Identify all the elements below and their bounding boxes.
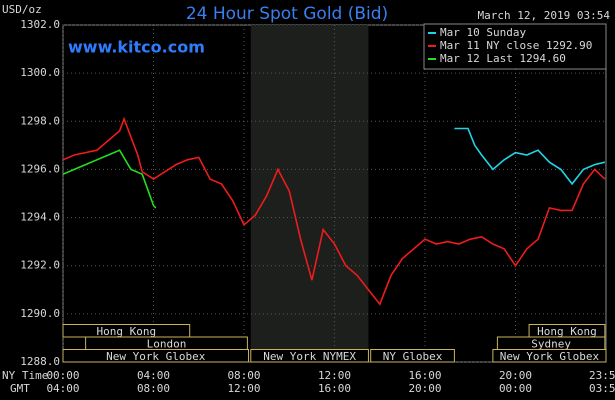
- legend-box: [423, 23, 607, 70]
- x-tick-label: 23:59: [589, 369, 615, 382]
- session-label: Sydney: [531, 337, 571, 350]
- y-tick-label: 1294.0: [20, 211, 60, 224]
- series-line: [62, 149, 157, 209]
- x2-tick-label: 20:00: [408, 382, 441, 395]
- session-box: [370, 349, 455, 363]
- session-label: New York Globex: [500, 350, 600, 363]
- date-label: March 12, 2019 03:54: [478, 9, 611, 22]
- legend-label: Mar 11 NY close 1292.90: [440, 39, 592, 52]
- x-row-label: NY Time: [2, 369, 48, 382]
- legend-label: Mar 10 Sunday: [440, 26, 526, 39]
- session-box: [492, 349, 607, 363]
- y-tick-label: 1288.0: [20, 355, 60, 368]
- y-tick-label: 1300.0: [20, 66, 60, 79]
- y-tick-label: 1298.0: [20, 114, 60, 127]
- x-tick-label: 16:00: [408, 369, 441, 382]
- x-tick-label: 12:00: [318, 369, 351, 382]
- legend-label: Mar 12 Last 1294.60: [440, 52, 566, 65]
- session-label: New York NYMEX: [263, 350, 356, 363]
- unit-label: USD/oz: [2, 3, 42, 16]
- series-line: [62, 116, 606, 306]
- x2-tick-label: 03:59: [589, 382, 615, 395]
- session-box: [250, 349, 369, 363]
- x2-tick-label: 16:00: [318, 382, 351, 395]
- y-tick-label: 1292.0: [20, 259, 60, 272]
- x-tick-label: 20:00: [499, 369, 532, 382]
- y-tick-label: 1296.0: [20, 162, 60, 175]
- session-label: NY Globex: [383, 350, 443, 363]
- series-line: [454, 127, 606, 186]
- x-tick-label: 04:00: [137, 369, 170, 382]
- chart-title: 24 Hour Spot Gold (Bid): [186, 4, 388, 24]
- session-label: Hong Kong: [97, 325, 157, 338]
- y-tick-label: 1290.0: [20, 307, 60, 320]
- session-label: London: [147, 337, 187, 350]
- y-tick-label: 1302.0: [20, 18, 60, 31]
- session-box: [62, 349, 250, 363]
- session-label: New York Globex: [106, 350, 206, 363]
- shaded-span: [250, 25, 369, 362]
- session-label: Hong Kong: [537, 325, 597, 338]
- x2-tick-label: 12:00: [227, 382, 260, 395]
- x2-row-label: GMT: [10, 382, 30, 395]
- x2-tick-label: 08:00: [137, 382, 170, 395]
- x2-tick-label: 00:00: [499, 382, 532, 395]
- watermark: www.kitco.com: [68, 38, 205, 57]
- x-tick-label: 00:00: [46, 369, 79, 382]
- x-tick-label: 08:00: [227, 369, 260, 382]
- x2-tick-label: 04:00: [46, 382, 79, 395]
